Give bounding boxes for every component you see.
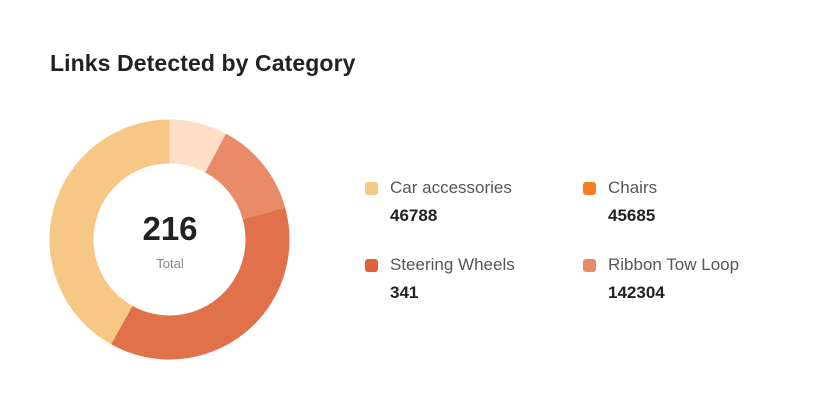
legend-value: 46788 bbox=[390, 206, 438, 225]
donut-segment-3[interactable] bbox=[49, 119, 170, 345]
donut-segment-1[interactable] bbox=[205, 133, 286, 220]
legend-swatch bbox=[583, 259, 596, 272]
legend-label: Ribbon Tow Loop bbox=[608, 255, 740, 274]
donut-segment-0[interactable] bbox=[169, 119, 226, 173]
legend-value: 341 bbox=[390, 283, 419, 302]
legend-swatch bbox=[583, 182, 596, 195]
donut-chart bbox=[49, 119, 290, 360]
chart-title: Links Detected by Category bbox=[50, 50, 356, 76]
donut-segment-2[interactable] bbox=[111, 207, 290, 360]
legend-swatch bbox=[365, 182, 378, 195]
legend-value: 142304 bbox=[608, 283, 665, 302]
legend-label: Chairs bbox=[608, 178, 658, 197]
legend-label: Steering Wheels bbox=[390, 255, 515, 274]
legend-swatch bbox=[365, 259, 378, 272]
total-value: 216 bbox=[142, 210, 198, 247]
legend-value: 45685 bbox=[608, 206, 656, 225]
legend-label: Car accessories bbox=[390, 178, 512, 197]
total-label: Total bbox=[156, 256, 184, 271]
